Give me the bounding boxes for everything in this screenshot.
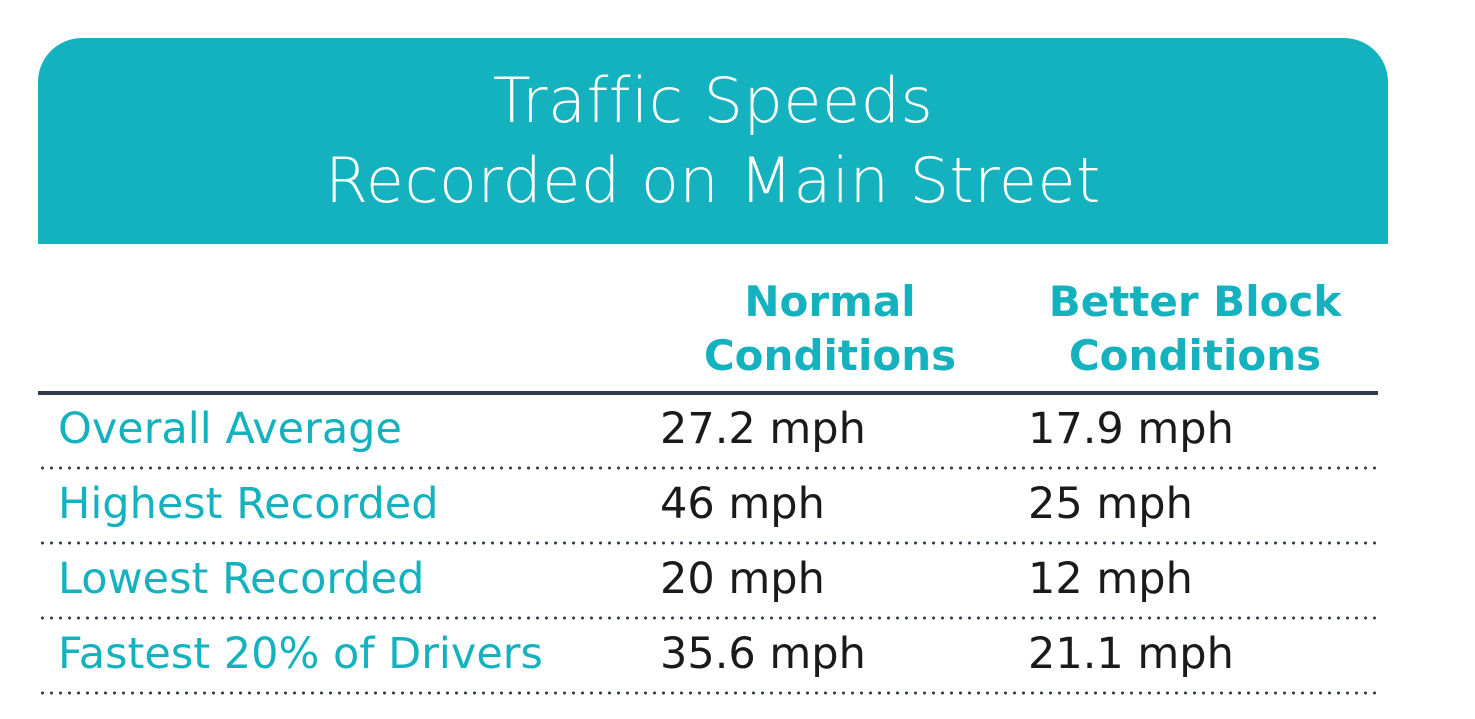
column-header-better-line-1: Better Block [1048, 277, 1342, 326]
table-row-lowest-recorded: Lowest Recorded 20 mph 12 mph [38, 545, 1378, 620]
dotted-divider [38, 691, 1378, 695]
better-block-value: 21.1 mph [1028, 629, 1234, 679]
row-label: Lowest Recorded [58, 554, 425, 604]
title-line-1: Traffic Speeds [492, 64, 934, 137]
normal-value: 20 mph [660, 554, 825, 604]
column-header-normal-line-2: Conditions [703, 331, 957, 380]
row-label: Overall Average [58, 404, 402, 454]
row-label: Highest Recorded [58, 479, 439, 529]
normal-value: 35.6 mph [660, 629, 866, 679]
normal-value: 46 mph [660, 479, 825, 529]
table-row-highest-recorded: Highest Recorded 46 mph 25 mph [38, 470, 1378, 545]
column-header-normal-line-1: Normal [744, 277, 916, 326]
title-line-2: Recorded on Main Street [325, 144, 1101, 217]
row-label: Fastest 20% of Drivers [58, 629, 543, 679]
header-divider [38, 391, 1378, 395]
better-block-value: 25 mph [1028, 479, 1193, 529]
table-row-fastest-20-percent: Fastest 20% of Drivers 35.6 mph 21.1 mph [38, 620, 1378, 695]
column-header-better-line-2: Conditions [1068, 331, 1322, 380]
column-header-normal: Normal Conditions [660, 275, 1000, 383]
column-header-better-block: Better Block Conditions [1010, 275, 1380, 383]
better-block-value: 12 mph [1028, 554, 1193, 604]
title-banner: Traffic Speeds Recorded on Main Street [38, 38, 1388, 244]
better-block-value: 17.9 mph [1028, 404, 1234, 454]
table-row-overall-average: Overall Average 27.2 mph 17.9 mph [38, 395, 1378, 470]
normal-value: 27.2 mph [660, 404, 866, 454]
dotted-divider [38, 541, 1378, 545]
dotted-divider [38, 616, 1378, 620]
dotted-divider [38, 466, 1378, 470]
